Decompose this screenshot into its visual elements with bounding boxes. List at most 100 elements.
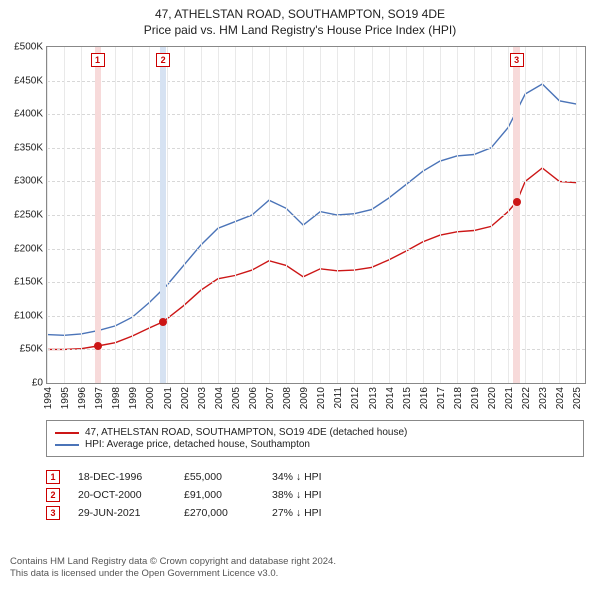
x-axis-label: 2009	[299, 387, 310, 409]
y-gridline	[47, 181, 585, 182]
y-gridline	[47, 249, 585, 250]
x-axis-label: 2011	[333, 387, 344, 409]
y-gridline	[47, 349, 585, 350]
x-axis-label: 2015	[402, 387, 413, 409]
sales-row-delta: 38% ↓ HPI	[272, 489, 322, 501]
footer-line-2: This data is licensed under the Open Gov…	[10, 568, 336, 580]
x-axis-label: 2020	[487, 387, 498, 409]
legend-row: HPI: Average price, detached house, Sout…	[55, 439, 575, 450]
chart-title: 47, ATHELSTAN ROAD, SOUTHAMPTON, SO19 4D…	[0, 0, 600, 38]
x-gridline	[303, 47, 304, 383]
x-axis-label: 2004	[214, 387, 225, 409]
x-axis-label: 2010	[316, 387, 327, 409]
sale-marker-box: 2	[156, 53, 170, 67]
x-gridline	[337, 47, 338, 383]
y-axis-label: £0	[32, 378, 43, 389]
x-gridline	[508, 47, 509, 383]
sales-row: 329-JUN-2021£270,00027% ↓ HPI	[46, 506, 322, 520]
chart-footer: Contains HM Land Registry data © Crown c…	[10, 556, 336, 581]
x-axis-label: 2005	[231, 387, 242, 409]
y-gridline	[47, 316, 585, 317]
x-gridline	[576, 47, 577, 383]
x-gridline	[201, 47, 202, 383]
x-axis-label: 2008	[282, 387, 293, 409]
x-gridline	[47, 47, 48, 383]
legend-swatch	[55, 444, 79, 446]
y-axis-label: £350K	[14, 142, 43, 153]
x-gridline	[542, 47, 543, 383]
x-gridline	[320, 47, 321, 383]
sale-highlight-band	[513, 47, 519, 383]
sale-marker-point	[513, 198, 521, 206]
y-axis-label: £150K	[14, 277, 43, 288]
x-gridline	[372, 47, 373, 383]
x-gridline	[184, 47, 185, 383]
x-gridline	[269, 47, 270, 383]
y-axis-label: £100K	[14, 310, 43, 321]
x-gridline	[252, 47, 253, 383]
series-hpi	[47, 84, 577, 335]
x-gridline	[491, 47, 492, 383]
x-gridline	[474, 47, 475, 383]
x-axis-label: 2018	[453, 387, 464, 409]
sale-marker-point	[94, 342, 102, 350]
sale-marker-box: 1	[91, 53, 105, 67]
chart-plot-area: £0£50K£100K£150K£200K£250K£300K£350K£400…	[46, 46, 586, 384]
x-gridline	[559, 47, 560, 383]
x-axis-label: 2025	[572, 387, 583, 409]
x-gridline	[423, 47, 424, 383]
x-axis-label: 2024	[555, 387, 566, 409]
x-gridline	[457, 47, 458, 383]
x-axis-label: 2016	[419, 387, 430, 409]
x-axis-label: 1998	[111, 387, 122, 409]
sales-row-delta: 34% ↓ HPI	[272, 471, 322, 483]
sale-marker-point	[159, 318, 167, 326]
legend-row: 47, ATHELSTAN ROAD, SOUTHAMPTON, SO19 4D…	[55, 427, 575, 438]
sale-marker-box: 3	[510, 53, 524, 67]
y-axis-label: £400K	[14, 109, 43, 120]
x-axis-label: 2019	[470, 387, 481, 409]
x-gridline	[406, 47, 407, 383]
x-axis-label: 2022	[521, 387, 532, 409]
sales-row-marker: 2	[46, 488, 60, 502]
x-gridline	[440, 47, 441, 383]
sale-highlight-band	[160, 47, 166, 383]
sales-row-date: 20-OCT-2000	[78, 489, 166, 501]
sales-row-price: £55,000	[184, 471, 254, 483]
x-gridline	[167, 47, 168, 383]
x-axis-label: 2001	[163, 387, 174, 409]
y-gridline	[47, 148, 585, 149]
chart-legend: 47, ATHELSTAN ROAD, SOUTHAMPTON, SO19 4D…	[46, 420, 584, 457]
y-axis-label: £450K	[14, 75, 43, 86]
sales-row: 2 20-OCT-2000 £91,000 38% ↓ HPI	[46, 488, 322, 502]
x-axis-label: 2006	[248, 387, 259, 409]
sales-table: 1 18-DEC-1996 £55,000 34% ↓ HPI 2 20-OCT-2000…	[46, 466, 322, 524]
sales-row: 1 18-DEC-1996 £55,000 34% ↓ HPI	[46, 470, 322, 484]
x-axis-label: 2003	[197, 387, 208, 409]
x-gridline	[218, 47, 219, 383]
y-gridline	[47, 282, 585, 283]
sales-row-price: £270,000	[184, 507, 254, 519]
sales-row-marker: 1	[46, 470, 60, 484]
sales-row-marker: 3	[46, 506, 60, 520]
sales-row-price: £91,000	[184, 489, 254, 501]
x-axis-label: 2007	[265, 387, 276, 409]
sales-row-date: 18-DEC-1996	[78, 471, 166, 483]
title-line-1: 47, ATHELSTAN ROAD, SOUTHAMPTON, SO19 4D…	[0, 6, 600, 22]
x-axis-label: 1997	[94, 387, 105, 409]
x-axis-label: 2017	[436, 387, 447, 409]
x-axis-label: 2000	[145, 387, 156, 409]
footer-line-1: Contains HM Land Registry data © Crown c…	[10, 556, 336, 568]
series-property	[47, 168, 577, 349]
x-axis-label: 2023	[538, 387, 549, 409]
x-axis-label: 1999	[128, 387, 139, 409]
x-gridline	[389, 47, 390, 383]
x-axis-label: 2014	[385, 387, 396, 409]
title-line-2: Price paid vs. HM Land Registry's House …	[0, 22, 600, 38]
y-gridline	[47, 215, 585, 216]
y-axis-label: £200K	[14, 243, 43, 254]
x-gridline	[149, 47, 150, 383]
sales-row-delta: 27% ↓ HPI	[272, 507, 322, 519]
y-gridline	[47, 81, 585, 82]
x-gridline	[64, 47, 65, 383]
